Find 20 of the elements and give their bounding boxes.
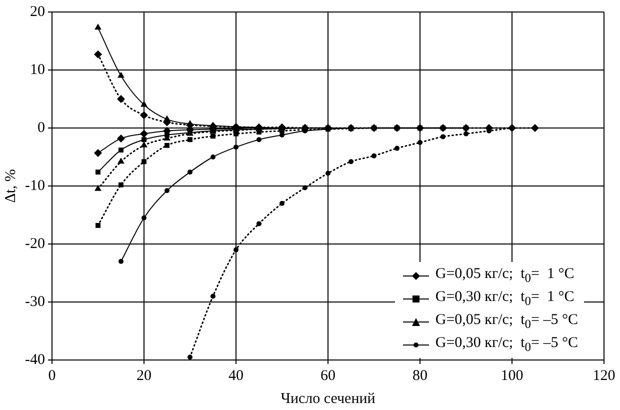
y-tick-label: 20 xyxy=(30,4,45,20)
x-tick-label: 120 xyxy=(592,368,616,384)
legend-label: G=0,05 кг/с; t$_{0}$= –5 °C xyxy=(435,312,578,332)
x-tick-label: 80 xyxy=(412,368,428,384)
x-tick-label: 40 xyxy=(228,368,244,384)
y-tick-label: 10 xyxy=(30,62,45,78)
x-tick-label: 0 xyxy=(48,368,56,384)
y-tick-label: 0 xyxy=(37,120,45,136)
legend-label: G=0,30 кг/с; t$_{0}$= 1 °C xyxy=(435,288,574,308)
x-tick-label: 20 xyxy=(136,368,152,384)
legend-label: G=0,05 кг/с; t$_{0}$= 1 °C xyxy=(435,266,574,286)
y-axis-title: Δt, % xyxy=(2,169,19,203)
legend-label: G=0,30 кг/с; t$_{0}$= –5 °C xyxy=(435,334,578,354)
y-tick-label: -20 xyxy=(24,236,45,252)
y-tick-label: -30 xyxy=(24,294,45,310)
x-axis-title: Число сечений xyxy=(280,390,376,407)
y-tick-label: -40 xyxy=(24,352,45,368)
x-tick-label: 100 xyxy=(500,368,524,384)
x-tick-label: 60 xyxy=(320,368,336,384)
y-tick-label: -10 xyxy=(24,178,45,194)
